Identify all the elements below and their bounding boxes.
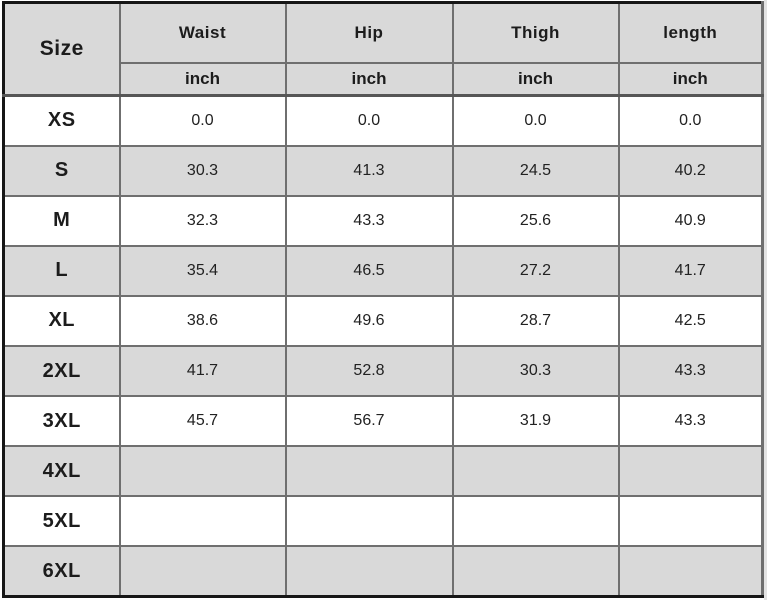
value-cell: 35.4 (118, 244, 287, 297)
size-label: XL (2, 294, 121, 347)
value-cell: 30.3 (451, 344, 620, 398)
size-row-5xl: 5XL (2, 495, 764, 548)
value-cell: 0.0 (451, 94, 620, 147)
size-label: XS (2, 94, 121, 147)
value-cell: 46.5 (284, 244, 454, 297)
size-row-xs: XS 0.0 0.0 0.0 0.0 (2, 94, 764, 147)
value-cell: 40.2 (617, 144, 764, 197)
value-cell (118, 445, 287, 498)
size-row-m: M 32.3 43.3 25.6 40.9 (2, 194, 764, 247)
value-cell: 43.3 (617, 344, 764, 398)
header-row: Size Waist Hip Thigh length (2, 1, 764, 97)
value-cell (118, 495, 287, 548)
value-cell: 0.0 (118, 94, 287, 147)
column-header-hip: Hip (284, 1, 454, 64)
size-column-header: Size (2, 1, 121, 97)
size-row-2xl: 2XL 41.7 52.8 30.3 43.3 (2, 344, 764, 398)
value-cell (284, 545, 454, 598)
value-cell: 43.3 (617, 395, 764, 448)
value-cell: 41.7 (617, 244, 764, 297)
value-cell: 0.0 (284, 94, 454, 147)
column-header-length: length (617, 1, 764, 64)
size-row-6xl: 6XL (2, 545, 764, 598)
value-cell (451, 545, 620, 598)
value-cell (451, 445, 620, 498)
size-label: 6XL (2, 545, 121, 598)
size-row-3xl: 3XL 45.7 56.7 31.9 43.3 (2, 395, 764, 448)
value-cell: 49.6 (284, 294, 454, 347)
value-cell: 45.7 (118, 395, 287, 448)
value-cell (118, 545, 287, 598)
size-row-s: S 30.3 41.3 24.5 40.2 (2, 144, 764, 197)
value-cell: 32.3 (118, 194, 287, 247)
value-cell: 28.7 (451, 294, 620, 347)
size-label: M (2, 194, 121, 247)
value-cell: 31.9 (451, 395, 620, 448)
unit-cell-thigh: inch (451, 61, 620, 97)
unit-cell-hip: inch (284, 61, 454, 97)
value-cell (617, 445, 764, 498)
value-cell: 25.6 (451, 194, 620, 247)
value-cell: 40.9 (617, 194, 764, 247)
size-label: L (2, 244, 121, 297)
value-cell: 41.7 (118, 344, 287, 398)
size-row-4xl: 4XL (2, 445, 764, 498)
value-cell: 56.7 (284, 395, 454, 448)
value-cell: 52.8 (284, 344, 454, 398)
value-cell (284, 495, 454, 548)
value-cell: 41.3 (284, 144, 454, 197)
value-cell: 42.5 (617, 294, 764, 347)
value-cell (451, 495, 620, 548)
value-cell: 43.3 (284, 194, 454, 247)
value-cell: 27.2 (451, 244, 620, 297)
size-label: S (2, 144, 121, 197)
value-cell (617, 545, 764, 598)
column-header-waist: Waist (118, 1, 287, 64)
value-cell: 0.0 (617, 94, 764, 147)
size-label: 3XL (2, 395, 121, 448)
size-label: 5XL (2, 495, 121, 548)
unit-row: inch inch inch inch (4, 61, 764, 97)
size-label: 2XL (2, 344, 121, 398)
unit-cell-length: inch (617, 61, 764, 97)
value-cell (617, 495, 764, 548)
size-row-xl: XL 38.6 49.6 28.7 42.5 (2, 294, 764, 347)
value-cell: 24.5 (451, 144, 620, 197)
value-cell (284, 445, 454, 498)
value-cell: 30.3 (118, 144, 287, 197)
unit-cell-waist: inch (118, 61, 287, 97)
size-label: 4XL (2, 445, 121, 498)
column-header-thigh: Thigh (451, 1, 620, 64)
size-row-l: L 35.4 46.5 27.2 41.7 (2, 244, 764, 297)
page-right-gutter (764, 0, 767, 600)
value-cell: 38.6 (118, 294, 287, 347)
